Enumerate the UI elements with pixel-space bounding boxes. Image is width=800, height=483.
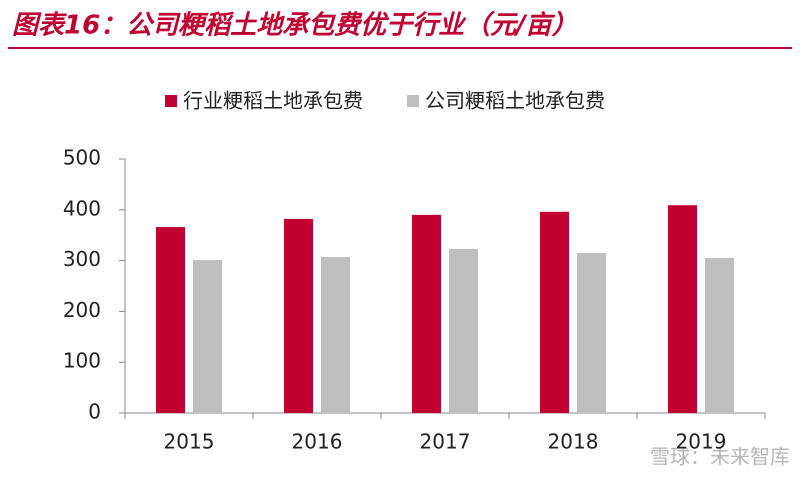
x-tick-label: 2019 xyxy=(676,430,727,454)
bar xyxy=(321,257,350,413)
legend-label: 行业粳稻土地承包费 xyxy=(183,89,363,113)
bar xyxy=(412,214,441,413)
bar xyxy=(284,218,313,413)
bar xyxy=(668,205,697,413)
bar xyxy=(449,248,478,413)
y-tick-label: 200 xyxy=(63,298,101,322)
x-tick-label: 2017 xyxy=(420,430,471,454)
legend-swatch xyxy=(165,95,177,107)
y-tick-label: 100 xyxy=(63,349,101,373)
y-tick-label: 400 xyxy=(63,196,101,220)
x-tick-label: 2016 xyxy=(292,430,343,454)
chart-title: 图表16：公司粳稻土地承包费优于行业（元/亩） xyxy=(12,11,578,41)
watermark: 雪球：未来智库 xyxy=(650,445,790,469)
bar xyxy=(540,211,569,413)
y-tick-label: 0 xyxy=(88,400,101,424)
bar xyxy=(577,252,606,413)
x-tick-label: 2018 xyxy=(548,430,599,454)
legend-label: 公司粳稻土地承包费 xyxy=(425,89,605,113)
y-tick-label: 300 xyxy=(63,247,101,271)
bar xyxy=(705,258,734,413)
x-tick-label: 2015 xyxy=(164,430,215,454)
legend-swatch xyxy=(407,95,419,107)
y-tick-label: 500 xyxy=(63,146,101,170)
bar xyxy=(193,260,222,413)
bar xyxy=(156,227,185,413)
